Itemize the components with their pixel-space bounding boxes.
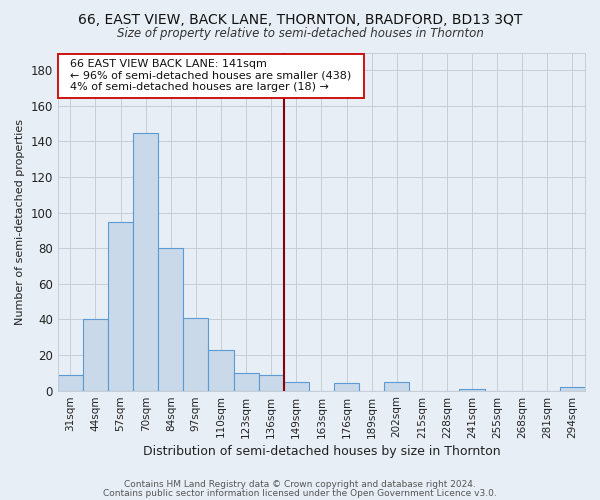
Text: Contains public sector information licensed under the Open Government Licence v3: Contains public sector information licen… <box>103 489 497 498</box>
Bar <box>83 320 108 390</box>
Bar <box>58 374 83 390</box>
Bar <box>208 350 233 391</box>
Bar <box>158 248 184 390</box>
Bar <box>560 387 585 390</box>
Bar <box>133 132 158 390</box>
Bar <box>184 318 208 390</box>
Bar <box>334 384 359 390</box>
Bar <box>108 222 133 390</box>
Text: 66, EAST VIEW, BACK LANE, THORNTON, BRADFORD, BD13 3QT: 66, EAST VIEW, BACK LANE, THORNTON, BRAD… <box>78 12 522 26</box>
Text: Size of property relative to semi-detached houses in Thornton: Size of property relative to semi-detach… <box>116 28 484 40</box>
Bar <box>384 382 409 390</box>
X-axis label: Distribution of semi-detached houses by size in Thornton: Distribution of semi-detached houses by … <box>143 444 500 458</box>
Bar <box>460 389 485 390</box>
Bar <box>284 382 309 390</box>
Bar <box>259 374 284 390</box>
Y-axis label: Number of semi-detached properties: Number of semi-detached properties <box>15 118 25 324</box>
Text: 66 EAST VIEW BACK LANE: 141sqm  
  ← 96% of semi-detached houses are smaller (43: 66 EAST VIEW BACK LANE: 141sqm ← 96% of … <box>63 60 358 92</box>
Text: Contains HM Land Registry data © Crown copyright and database right 2024.: Contains HM Land Registry data © Crown c… <box>124 480 476 489</box>
Bar <box>233 373 259 390</box>
